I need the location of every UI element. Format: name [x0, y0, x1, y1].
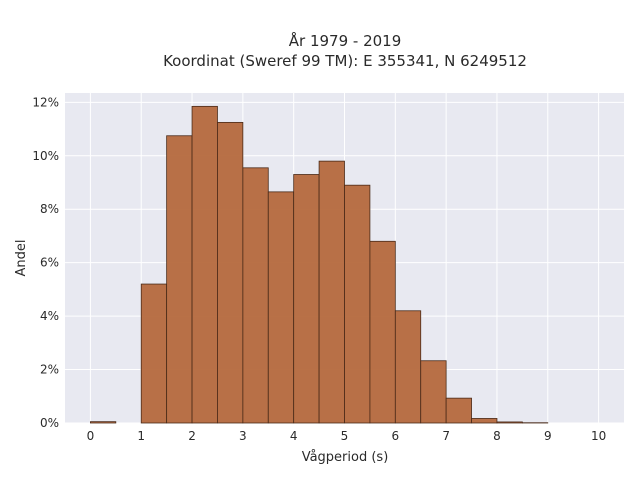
x-tick-label: 2: [188, 429, 196, 443]
histogram-bar: [471, 418, 498, 424]
x-tick-label: 3: [239, 429, 247, 443]
x-tick-label: 9: [544, 429, 552, 443]
histogram-bar: [242, 167, 269, 424]
histogram-bar: [166, 135, 193, 424]
x-axis-label: Vågperiod (s): [302, 450, 389, 465]
y-tick-label: 10%: [32, 149, 59, 163]
histogram-bar: [267, 191, 295, 424]
x-tick-label: 6: [391, 429, 399, 443]
y-tick-label: 8%: [40, 202, 59, 216]
histogram-bar: [140, 283, 168, 424]
histogram-bar: [318, 160, 345, 424]
x-tick-label: 7: [442, 429, 450, 443]
y-tick-label: 4%: [40, 309, 59, 323]
histogram-bar: [420, 360, 447, 424]
y-tick-label: 0%: [40, 416, 59, 430]
histogram-bar: [369, 240, 396, 424]
chart-title-line2: Koordinat (Sweref 99 TM): E 355341, N 62…: [163, 52, 527, 70]
y-tick-label: 6%: [40, 256, 59, 270]
histogram-bar: [394, 310, 422, 424]
histogram-bar: [217, 121, 244, 424]
y-tick-label: 12%: [32, 95, 59, 109]
chart-title-line1: År 1979 - 2019: [289, 31, 402, 50]
histogram-bar: [445, 397, 472, 424]
x-tick-label: 0: [87, 429, 95, 443]
histogram-bar: [293, 174, 320, 424]
histogram-bar: [90, 421, 117, 424]
histogram-bar: [344, 184, 371, 424]
y-axis-ticks: 0% 2% 4% 6% 8% 10% 12%: [32, 95, 59, 430]
x-axis-ticks: 0 1 2 3 4 5 6 7 8 9 10: [87, 429, 607, 443]
histogram-bar: [191, 105, 218, 424]
histogram-bar: [496, 421, 523, 424]
x-tick-label: 10: [591, 429, 606, 443]
x-tick-label: 8: [493, 429, 501, 443]
x-tick-label: 4: [290, 429, 298, 443]
y-axis-label: Andel: [14, 240, 29, 277]
y-tick-label: 2%: [40, 363, 59, 377]
histogram-bars: [90, 105, 549, 424]
x-tick-label: 5: [341, 429, 349, 443]
x-tick-label: 1: [137, 429, 145, 443]
